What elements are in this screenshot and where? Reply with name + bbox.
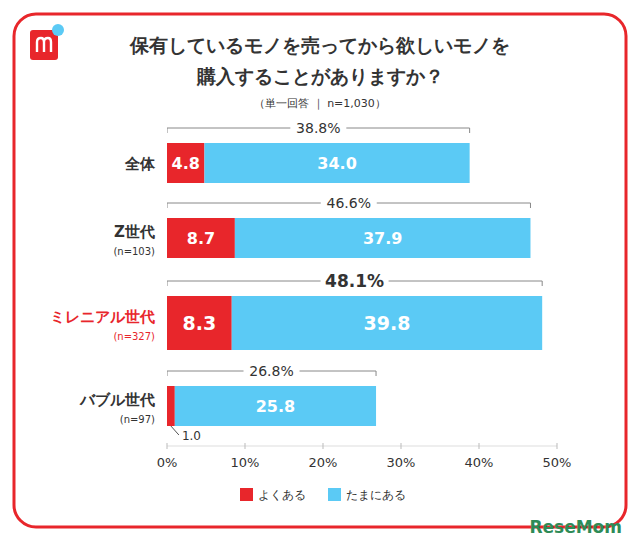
- bar-segment: [167, 296, 232, 350]
- category-note: (n=97): [120, 414, 155, 425]
- tick-label: 20%: [309, 455, 338, 470]
- total-label: 38.8%: [296, 120, 340, 136]
- bar-segment: [235, 218, 531, 258]
- tick-label: 50%: [543, 455, 572, 470]
- legend: よくある たまにある: [240, 488, 406, 502]
- tick-label: 10%: [231, 455, 260, 470]
- bar-segment: [167, 218, 235, 258]
- data-label: 39.8: [364, 312, 411, 334]
- legend-swatch: [328, 488, 341, 501]
- tick-label: 0%: [157, 455, 178, 470]
- x-axis: 0% 10% 20% 30% 40% 50%: [157, 443, 572, 470]
- legend-label: たまにある: [346, 488, 406, 502]
- total-label-bg: [321, 271, 389, 292]
- legend-swatch: [240, 488, 253, 501]
- title: 保有しているモノを売ってから欲しいモノを: [129, 34, 510, 56]
- data-label: 8.3: [183, 312, 217, 334]
- data-label: 34.0: [317, 154, 356, 173]
- data-label: 8.7: [187, 229, 215, 248]
- logo: [30, 24, 64, 60]
- total-label: 48.1%: [325, 271, 384, 291]
- frame: [14, 14, 626, 527]
- data-label: 1.0: [182, 429, 201, 443]
- bar-segment: [232, 296, 542, 350]
- bar-segment: [167, 143, 204, 183]
- bar-segment: [204, 143, 469, 183]
- tick: [167, 443, 168, 449]
- tick: [245, 443, 246, 449]
- watermark: ReseMom: [529, 517, 622, 537]
- tick: [557, 443, 558, 449]
- bars: [167, 128, 542, 426]
- tick-label: 30%: [387, 455, 416, 470]
- category-label: ミレニアル世代: [50, 308, 155, 326]
- category-label: 全体: [124, 155, 156, 173]
- tick: [323, 443, 324, 449]
- total-label-bg: [244, 362, 300, 380]
- logo-dot: [52, 24, 64, 36]
- data-label: 25.8: [256, 397, 295, 416]
- title: 購入することがありますか？: [196, 65, 444, 87]
- category-label: Z世代: [114, 223, 155, 241]
- category-note: (n=327): [113, 331, 155, 342]
- category-note: (n=103): [113, 246, 155, 257]
- tick: [479, 443, 480, 449]
- axis-line: [167, 446, 557, 447]
- labels: 全体 4.8 34.0 38.8% Z世代 (n=103) 8.7 37.9 46.6% ミレニア…: [50, 119, 410, 443]
- data-label: 4.8: [172, 154, 200, 173]
- total-label-bg: [290, 119, 346, 137]
- legend-label: よくある: [258, 488, 306, 502]
- logo-glyph: [37, 38, 51, 52]
- subtitle: （単一回答 ｜ n=1,030）: [254, 97, 386, 110]
- bar-segment: [167, 386, 175, 426]
- total-label: 46.6%: [326, 195, 370, 211]
- data-label: 37.9: [363, 229, 402, 248]
- leader-line: [171, 426, 179, 435]
- bar-segment: [175, 386, 376, 426]
- category-label: バブル世代: [79, 391, 155, 409]
- total-label: 26.8%: [249, 363, 293, 379]
- tick-label: 40%: [465, 455, 494, 470]
- total-label-bg: [321, 194, 377, 212]
- chart-root: 保有しているモノを売ってから欲しいモノを購入することがありますか？ （単一回答 ｜…: [0, 0, 640, 541]
- tick: [401, 443, 402, 449]
- logo-shape: [30, 30, 58, 60]
